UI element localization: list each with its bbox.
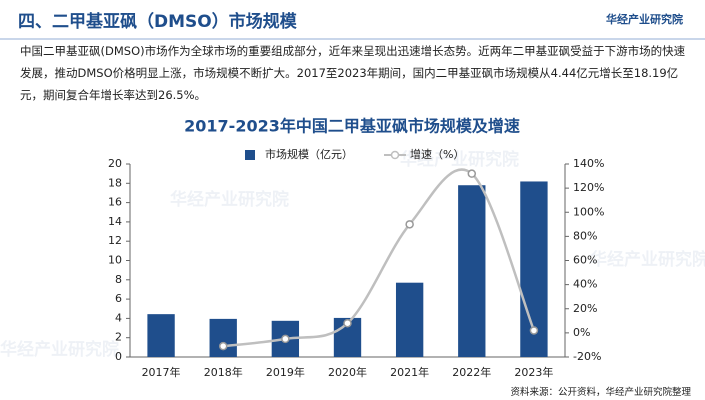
y-tick-label: 0 bbox=[115, 350, 122, 363]
bar bbox=[209, 318, 237, 357]
y2-tick-label: -20% bbox=[573, 350, 601, 363]
y-tick-label: 14 bbox=[108, 215, 122, 228]
y-tick-label: 10 bbox=[108, 254, 122, 267]
line-point bbox=[218, 341, 228, 351]
y2-tick-label: 20% bbox=[573, 302, 597, 315]
line-point bbox=[529, 326, 539, 335]
legend-swatch bbox=[245, 150, 255, 160]
y-tick-label: 20 bbox=[108, 157, 122, 170]
x-tick-label: 2019年 bbox=[266, 365, 305, 379]
x-tick-label: 2017年 bbox=[142, 365, 181, 379]
bar bbox=[147, 314, 175, 357]
chart-title: 2017-2023年中国二甲基亚砜市场规模及增速 bbox=[184, 117, 520, 136]
x-tick-label: 2021年 bbox=[390, 365, 429, 379]
line-point bbox=[467, 169, 477, 178]
line-point bbox=[405, 220, 414, 229]
legend-swatch bbox=[390, 150, 400, 160]
y-tick-label: 8 bbox=[115, 273, 122, 286]
paragraph: 中国二甲基亚砜(DMSO)市场作为全球市场的重要组成部分，近年来呈现出迅速增长态… bbox=[20, 44, 686, 102]
header-title: 四、二甲基亚砜（DMSO）市场规模 bbox=[18, 12, 297, 32]
y-tick-label: 6 bbox=[115, 292, 122, 305]
watermark: 华经产业研究院 bbox=[590, 249, 705, 270]
watermark: 华经产业研究院 bbox=[400, 149, 519, 170]
bar bbox=[395, 282, 424, 357]
y2-tick-label: 120% bbox=[573, 181, 604, 194]
x-tick-label: 2020年 bbox=[328, 365, 367, 379]
y2-tick-label: 140% bbox=[573, 157, 604, 170]
x-tick-label: 2023年 bbox=[514, 365, 553, 379]
x-tick-label: 2018年 bbox=[204, 365, 243, 379]
legend-label: 增速（%） bbox=[410, 147, 464, 161]
y2-tick-label: 80% bbox=[573, 229, 597, 242]
y-tick-label: 4 bbox=[115, 311, 122, 324]
source: 资料来源：公开资料，华经产业研究院整理 bbox=[510, 387, 691, 398]
header: 四、二甲基亚砜（DMSO）市场规模 华经产业研究院 bbox=[0, 0, 705, 40]
y2-tick-label: 0% bbox=[573, 326, 590, 339]
line-point bbox=[281, 334, 290, 344]
y2-tick-label: 40% bbox=[573, 278, 597, 291]
line-point bbox=[343, 318, 352, 328]
watermark: 华经产业研究院 bbox=[170, 189, 289, 210]
y-tick-label: 18 bbox=[108, 176, 122, 189]
y-tick-label: 12 bbox=[108, 234, 122, 247]
legend-label: 市场规模（亿元） bbox=[265, 147, 353, 161]
x-tick-label: 2022年 bbox=[452, 365, 491, 379]
watermark: 华经产业研究院 bbox=[0, 339, 119, 360]
bar bbox=[458, 185, 486, 357]
y-tick-label: 16 bbox=[108, 196, 122, 209]
y2-tick-label: 60% bbox=[573, 254, 597, 267]
y2-tick-label: 100% bbox=[573, 205, 604, 218]
y-tick-label: 2 bbox=[115, 331, 122, 344]
logo: 华经产业研究院 bbox=[606, 13, 683, 26]
